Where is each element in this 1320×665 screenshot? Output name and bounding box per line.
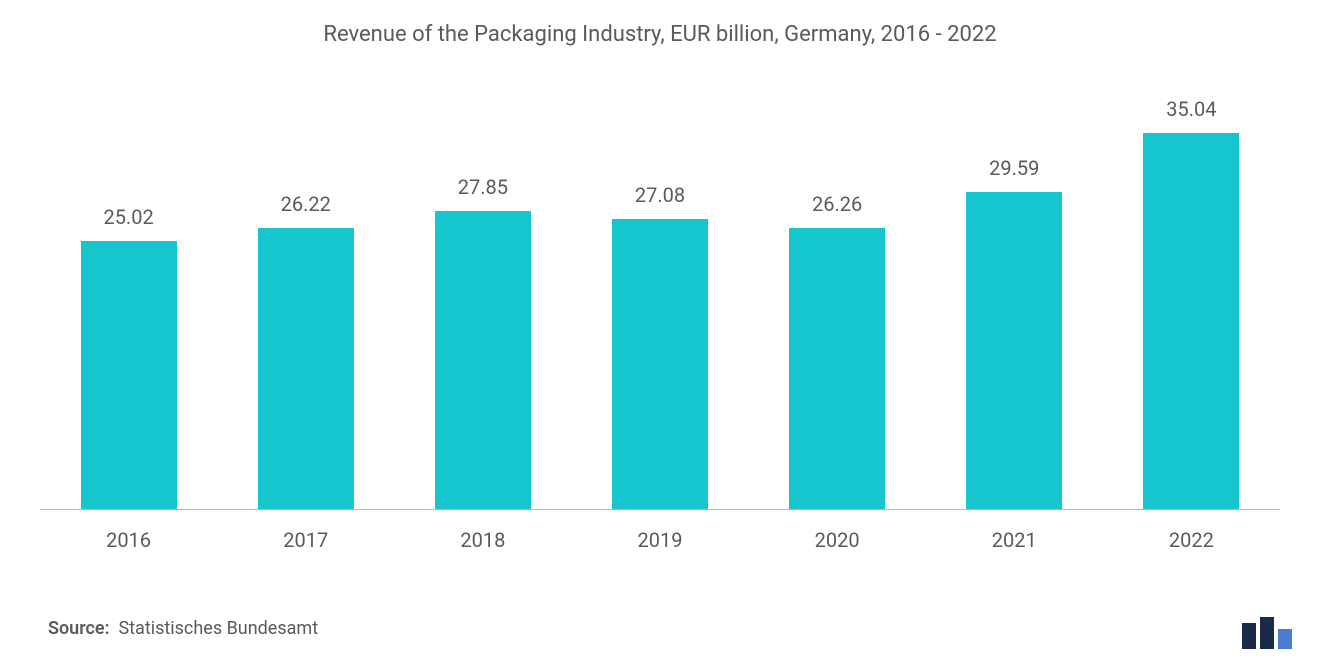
logo-bar-3 xyxy=(1278,629,1292,649)
chart-title: Revenue of the Packaging Industry, EUR b… xyxy=(0,0,1320,47)
x-category-label: 2016 xyxy=(40,528,217,552)
source-footer: Source: Statistisches Bundesamt xyxy=(48,618,318,639)
bar-slot: 26.26 xyxy=(749,80,926,510)
x-category-label: 2018 xyxy=(394,528,571,552)
bar-value-label: 35.04 xyxy=(1166,97,1216,121)
bar-slot: 35.04 xyxy=(1103,80,1280,510)
bar xyxy=(258,228,354,510)
x-category-label: 2017 xyxy=(217,528,394,552)
bar xyxy=(435,211,531,510)
bar xyxy=(612,219,708,510)
x-category-label: 2022 xyxy=(1103,528,1280,552)
chart-area: 25.02 26.22 27.85 27.08 26.26 29.59 35.04 2016… xyxy=(40,80,1280,560)
bar-value-label: 27.08 xyxy=(635,183,685,207)
bar-slot: 26.22 xyxy=(217,80,394,510)
bar-value-label: 29.59 xyxy=(989,156,1039,180)
source-text: Statistisches Bundesamt xyxy=(118,618,318,639)
brand-logo xyxy=(1240,617,1298,649)
bars-row: 25.02 26.22 27.85 27.08 26.26 29.59 35.04 xyxy=(40,80,1280,510)
bar xyxy=(1143,133,1239,510)
bar-value-label: 27.85 xyxy=(458,175,508,199)
bar-value-label: 25.02 xyxy=(103,205,153,229)
bar-value-label: 26.22 xyxy=(281,192,331,216)
bar xyxy=(789,228,885,510)
x-category-label: 2021 xyxy=(926,528,1103,552)
bar-slot: 29.59 xyxy=(926,80,1103,510)
bar-slot: 27.08 xyxy=(571,80,748,510)
bar-slot: 25.02 xyxy=(40,80,217,510)
source-prefix: Source: xyxy=(48,618,110,639)
logo-bar-1 xyxy=(1242,623,1256,649)
bar xyxy=(81,241,177,510)
x-category-label: 2019 xyxy=(571,528,748,552)
logo-bar-2 xyxy=(1260,617,1274,649)
bar-value-label: 26.26 xyxy=(812,192,862,216)
x-axis-line xyxy=(40,509,1280,510)
x-labels-row: 2016201720182019202020212022 xyxy=(40,520,1280,560)
x-category-label: 2020 xyxy=(749,528,926,552)
bar xyxy=(966,192,1062,510)
bar-slot: 27.85 xyxy=(394,80,571,510)
